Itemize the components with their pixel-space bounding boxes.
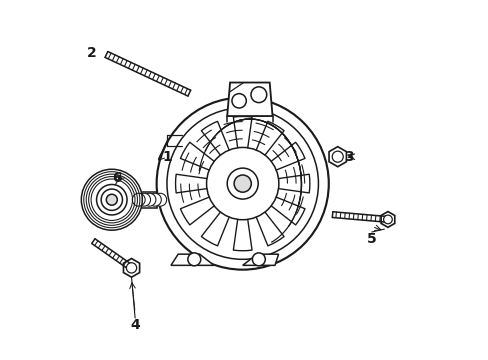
Circle shape <box>148 193 161 206</box>
Text: 3: 3 <box>343 150 353 164</box>
Circle shape <box>96 184 127 215</box>
Circle shape <box>252 253 265 266</box>
Polygon shape <box>171 254 214 265</box>
Text: 5: 5 <box>366 232 376 246</box>
Circle shape <box>156 98 328 270</box>
Polygon shape <box>380 212 394 227</box>
Text: 6: 6 <box>112 171 122 185</box>
Circle shape <box>234 175 251 192</box>
Text: 1: 1 <box>162 150 172 164</box>
Text: 2: 2 <box>87 46 97 60</box>
Circle shape <box>106 194 117 205</box>
Circle shape <box>137 193 150 206</box>
Circle shape <box>126 263 136 273</box>
Circle shape <box>250 87 266 103</box>
Polygon shape <box>328 147 346 167</box>
Circle shape <box>383 215 391 224</box>
Circle shape <box>187 253 201 266</box>
Circle shape <box>132 193 145 206</box>
Polygon shape <box>227 82 272 116</box>
Polygon shape <box>123 258 140 277</box>
Polygon shape <box>242 254 278 265</box>
Circle shape <box>231 94 246 108</box>
Circle shape <box>142 193 156 206</box>
Circle shape <box>153 193 166 206</box>
Text: 4: 4 <box>130 318 140 332</box>
Circle shape <box>331 151 343 162</box>
